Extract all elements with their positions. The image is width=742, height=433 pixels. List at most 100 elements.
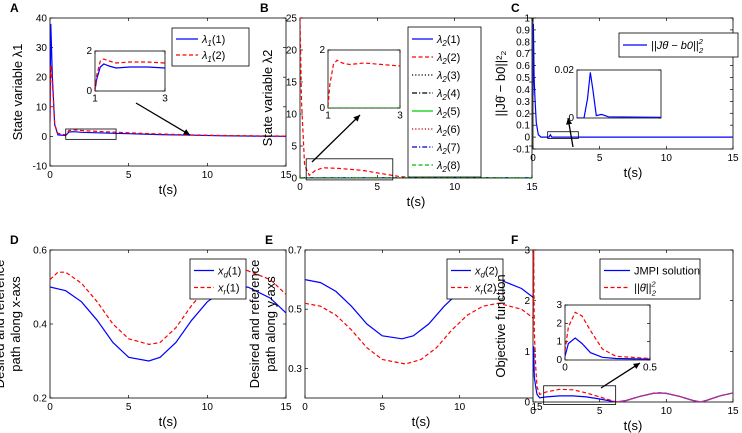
y-tick-label: 25 bbox=[286, 14, 298, 25]
x-tick-label: 0.5 bbox=[643, 363, 657, 374]
y-tick-label: 2 bbox=[524, 296, 530, 307]
y-tick-label: 3 bbox=[556, 300, 562, 311]
y-tick-label: 2 bbox=[86, 46, 92, 57]
y-tick-label: 2 bbox=[319, 45, 325, 56]
legend-label: λ2(6) bbox=[436, 124, 460, 138]
x-tick-label: 10 bbox=[454, 402, 466, 413]
y-tick-label: 0.7 bbox=[288, 246, 302, 257]
x-tick-label: 5 bbox=[375, 182, 381, 193]
series-line bbox=[50, 65, 286, 137]
x-tick-label: 3 bbox=[162, 94, 168, 105]
y-tick-label: 2 bbox=[556, 318, 562, 329]
legend-label: λ2(8) bbox=[436, 160, 460, 174]
legend-label: xr(2) bbox=[474, 283, 497, 297]
panel-letter: E bbox=[265, 233, 273, 247]
y-axis-label-text: path along x-axs bbox=[8, 276, 23, 372]
y-tick-label: 0 bbox=[86, 86, 92, 97]
legend-box bbox=[446, 258, 504, 300]
y-tick-label: 0.9 bbox=[516, 25, 530, 36]
x-tick-label: 5 bbox=[126, 170, 132, 181]
x-tick-label: 15 bbox=[526, 182, 538, 193]
y-tick-label: 0.4 bbox=[516, 85, 530, 96]
x-tick-label: 0 bbox=[530, 406, 536, 417]
y-tick-label: 3 bbox=[524, 246, 530, 257]
series-line bbox=[565, 337, 650, 360]
legend-label: λ2(2) bbox=[436, 52, 460, 66]
x-tick-label: 0 bbox=[47, 170, 53, 181]
legend-label: ||Jθ̇ − b0||2 2 bbox=[651, 37, 704, 55]
series-line bbox=[533, 250, 733, 402]
y-tick-label: 0 bbox=[524, 398, 530, 409]
legend-label: λ2(1) bbox=[436, 34, 460, 48]
panel-C: C0 5 10 15-0.100.10.20.30.40.50.60.70.80.91… bbox=[493, 1, 739, 180]
x-axis-label: t(s) bbox=[159, 414, 178, 429]
legend-label: xr(1) bbox=[217, 283, 240, 297]
legend-label: λ2(4) bbox=[436, 88, 460, 102]
x-tick-label: 1 bbox=[325, 111, 331, 122]
y-tick-label: 1 bbox=[556, 337, 562, 348]
legend-label: λ1(2) bbox=[201, 50, 225, 64]
x-axis-label: t(s) bbox=[407, 194, 426, 209]
y-tick-label: 10 bbox=[286, 110, 298, 121]
inset-frame bbox=[327, 49, 401, 109]
legend-label: λ2(5) bbox=[436, 106, 460, 120]
series-layer bbox=[328, 59, 400, 108]
y-tick-label: 20 bbox=[36, 73, 48, 84]
x-tick-label: 0 bbox=[47, 402, 53, 413]
y-axis-label: Desired and reference path along y-axs bbox=[247, 260, 278, 389]
arrow-head bbox=[353, 115, 360, 122]
x-tick-label: 0 bbox=[302, 402, 308, 413]
x-axis-label: t(s) bbox=[159, 182, 178, 197]
y-tick-label: 5 bbox=[291, 142, 297, 153]
y-tick-label: -10 bbox=[33, 162, 48, 173]
y-axis-label: Objective function bbox=[493, 274, 508, 377]
zoom-arrow bbox=[311, 114, 361, 163]
y-tick-label: 0.5 bbox=[516, 73, 530, 84]
series-layer bbox=[50, 23, 286, 137]
arrow-head bbox=[183, 129, 190, 135]
y-axis-label: State variable λ1 bbox=[10, 44, 25, 141]
series-layer bbox=[565, 311, 650, 360]
legend-box bbox=[599, 258, 701, 300]
plot-frame bbox=[49, 17, 287, 167]
series-line bbox=[616, 392, 733, 402]
legend-label: λ2(3) bbox=[436, 70, 460, 84]
x-tick-label: 0 bbox=[530, 153, 536, 164]
legend-label: λ1(1) bbox=[201, 34, 225, 48]
panel-letter: D bbox=[10, 233, 19, 247]
x-tick-label: 10 bbox=[661, 406, 673, 417]
arrow-head bbox=[633, 363, 640, 369]
x-tick-label: 10 bbox=[202, 402, 214, 413]
panel-E: E0 5 10 150.30.50.7t(s)Desired and referenc… bbox=[247, 233, 543, 429]
zoom-arrow bbox=[135, 102, 191, 136]
zoom-box bbox=[65, 128, 117, 140]
y-tick-label: 0.6 bbox=[516, 61, 530, 72]
series-line bbox=[533, 23, 733, 138]
y-axis-label-text: ||Jθ̇ − b0||²₂ bbox=[493, 51, 508, 117]
y-tick-label: 0.1 bbox=[516, 121, 530, 132]
y-axis-label-text: State variable λ2 bbox=[260, 50, 275, 147]
panel-letter: C bbox=[511, 1, 520, 15]
y-axis-label-text: Desired and reference bbox=[247, 260, 262, 389]
zoom-box bbox=[543, 385, 617, 405]
series-line bbox=[565, 311, 650, 360]
series-layer bbox=[577, 72, 661, 118]
y-axis-label: Desired and reference path along x-axs bbox=[0, 260, 23, 389]
inset-frame bbox=[94, 50, 166, 92]
x-tick-label: 10 bbox=[661, 153, 673, 164]
legend-box bbox=[171, 27, 250, 67]
x-tick-label: 0 bbox=[562, 363, 568, 374]
y-tick-label: -0.1 bbox=[513, 145, 531, 156]
y-axis-label: State variable λ2 bbox=[260, 50, 275, 147]
x-tick-label: 15 bbox=[727, 153, 739, 164]
x-tick-label: 5 bbox=[380, 402, 386, 413]
y-tick-label: 0.4 bbox=[33, 320, 47, 331]
series-line bbox=[95, 63, 165, 91]
inset-frame bbox=[564, 304, 651, 361]
series-line bbox=[300, 18, 532, 178]
legend-label: xd(1) bbox=[217, 266, 241, 280]
x-tick-label: 3 bbox=[397, 111, 403, 122]
